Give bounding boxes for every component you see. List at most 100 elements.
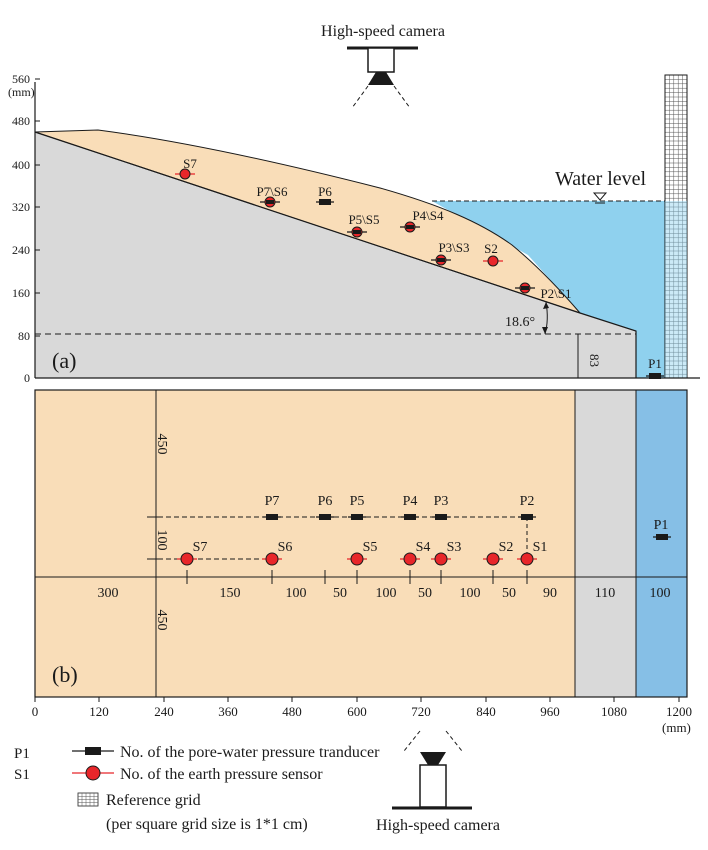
y-axis-unit: (mm)	[8, 85, 35, 99]
pore-transducer-marker	[649, 373, 661, 379]
dimension-label: 150	[220, 586, 241, 601]
base-plan	[575, 390, 636, 697]
dimension-label: 300	[98, 586, 119, 601]
x-tick-label: 600	[347, 704, 367, 719]
water-plan	[636, 390, 687, 697]
panel-a-label: (a)	[52, 348, 76, 373]
sensor-label: S1	[533, 540, 548, 555]
dimension-label: 100	[650, 586, 671, 601]
x-tick-label: 240	[154, 704, 174, 719]
y-tick-label: 560	[12, 72, 30, 86]
x-tick-label: 960	[540, 704, 560, 719]
earth-sensor-marker	[179, 168, 191, 180]
pore-transducer-marker	[656, 534, 668, 540]
earth-sensor-marker	[350, 552, 364, 566]
y-tick-label: 400	[12, 158, 30, 172]
sensor-label: P4	[403, 494, 418, 509]
x-tick-label: 720	[411, 704, 431, 719]
panel-a: Water level 18.6° 83 (a) (mm) 560 480 400 3…	[8, 72, 700, 385]
earth-sensor-marker	[180, 552, 194, 566]
pore-transducer-marker	[435, 514, 447, 520]
sensor-label: P6	[318, 184, 332, 199]
dimension-label: 100	[376, 586, 397, 601]
dimension-label: 100	[286, 586, 307, 601]
earth-sensor-marker	[403, 552, 417, 566]
reference-grid-icon	[77, 792, 99, 807]
dimension-label: 450	[154, 434, 169, 455]
sensor-label: S2	[484, 241, 498, 256]
angle-label: 18.6°	[505, 315, 535, 330]
base-region	[35, 132, 636, 378]
legend-grid-text: Reference grid	[106, 792, 201, 809]
legend-grid-note: (per square grid size is 1*1 cm)	[106, 816, 308, 833]
y-tick-label: 160	[12, 286, 30, 300]
y-tick-label: 80	[18, 329, 30, 343]
top-camera-label: High-speed camera	[321, 23, 445, 40]
water-level-icon	[592, 192, 608, 201]
dimension-label: 100	[460, 586, 481, 601]
y-tick-label: 320	[12, 200, 30, 214]
earth-sensor-marker	[265, 552, 279, 566]
sensor-label: S7	[183, 156, 197, 171]
sensor-label: P1	[654, 518, 669, 533]
sensor-label: P3	[434, 494, 449, 509]
sensor-label: P3\S3	[438, 240, 469, 255]
earth-sensor-marker	[487, 255, 499, 267]
x-tick-label: 1080	[601, 704, 627, 719]
legend-pore-code: P1	[14, 746, 30, 762]
earth-sensor-marker	[486, 552, 500, 566]
sensor-label: S7	[193, 540, 208, 555]
sensor-label: P7	[265, 494, 280, 509]
pore-transducer-marker	[319, 514, 331, 520]
x-axis-unit: (mm)	[662, 720, 691, 735]
sensor-label: S5	[363, 540, 378, 555]
dimension-label: 100	[154, 530, 169, 551]
sensor-label: P2\S1	[540, 286, 571, 301]
x-tick-label: 480	[282, 704, 302, 719]
reference-grid	[664, 74, 688, 379]
dimension-label: 50	[502, 586, 516, 601]
dimension-label: 50	[333, 586, 347, 601]
sensor-label: S6	[278, 540, 293, 555]
legend-earth-text: No. of the earth pressure sensor	[120, 766, 323, 783]
sensor-label: P1	[648, 356, 662, 371]
legend-earth-code: S1	[14, 767, 30, 783]
top-camera-icon	[347, 46, 418, 109]
legend-pore-text: No. of the pore-water pressure tranducer	[120, 744, 380, 761]
earth-sensor-icon	[85, 765, 101, 781]
pore-transducer-icon	[85, 747, 101, 755]
bottom-camera-icon	[392, 730, 472, 810]
dimension-label: 450	[154, 610, 169, 631]
y-tick-label: 240	[12, 243, 30, 257]
pore-transducer-marker	[351, 514, 363, 520]
bottom-camera-label: High-speed camera	[376, 817, 500, 834]
legend: P1 No. of the pore-water pressure trandu…	[14, 744, 380, 833]
sensor-label: S2	[499, 540, 514, 555]
panel-b: 300 150 100 50 100 50 100 50 90 110 100 450 100 450 P…	[32, 389, 692, 735]
water-level-label: Water level	[555, 168, 647, 190]
dimension-label: 50	[418, 586, 432, 601]
x-tick-label: 840	[476, 704, 496, 719]
sand-plan	[35, 390, 575, 697]
sensor-label: S3	[447, 540, 462, 555]
x-tick-label: 360	[218, 704, 238, 719]
sensor-label: P2	[520, 494, 535, 509]
earth-sensor-marker	[520, 552, 534, 566]
height-dim-label: 83	[587, 354, 602, 367]
pore-transducer-marker	[521, 514, 533, 520]
earth-sensor-marker	[434, 552, 448, 566]
x-tick-label: 120	[89, 704, 109, 719]
pore-transducer-marker	[319, 199, 331, 205]
panel-b-label: (b)	[52, 662, 78, 687]
x-tick-label: 0	[32, 704, 39, 719]
sensor-label: S4	[416, 540, 431, 555]
sensor-label: P4\S4	[412, 208, 444, 223]
x-tick-label: 1200	[666, 704, 692, 719]
dimension-label: 90	[543, 586, 557, 601]
sensor-label: P5	[350, 494, 365, 509]
sensor-label: P6	[318, 494, 333, 509]
pore-transducer-marker	[404, 514, 416, 520]
dimension-label: 110	[595, 586, 615, 601]
y-tick-label: 480	[12, 114, 30, 128]
